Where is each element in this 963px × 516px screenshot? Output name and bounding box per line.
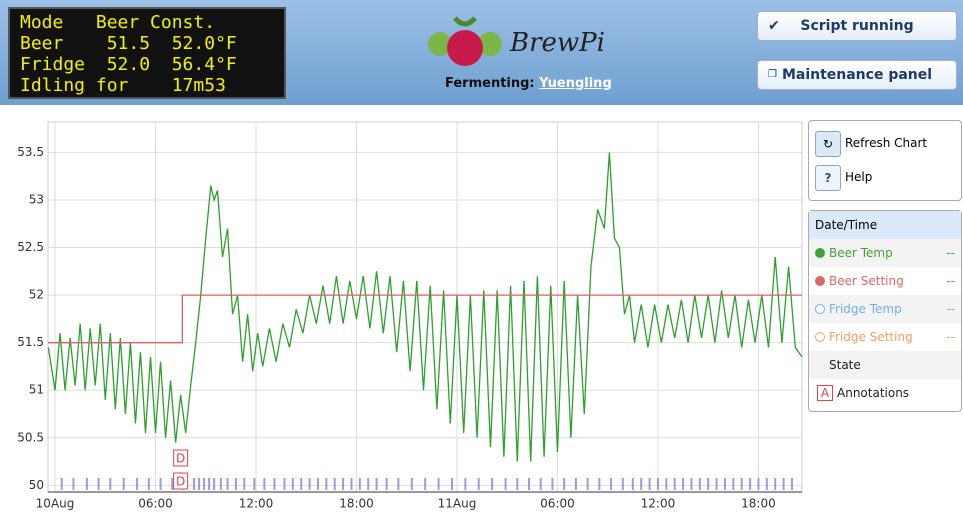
x-tick-label: 06:00 [540, 497, 575, 511]
annotation-label: D [176, 452, 185, 466]
x-tick-label: 11Aug [438, 497, 477, 511]
header: Mode Beer Const. Beer 51.5 52.0°F Fridge 5… [0, 0, 963, 105]
x-tick-label: 12:00 [239, 497, 274, 511]
legend-name: Annotations [837, 386, 910, 400]
fermenting: Fermenting: Yuengling [445, 76, 612, 91]
logo: BrewPi [428, 16, 605, 66]
legend-item[interactable]: State [809, 351, 961, 379]
legend-name: Fridge Temp [829, 302, 902, 316]
legend-item[interactable]: Fridge Setting -- [809, 323, 961, 351]
legend-marker [815, 248, 825, 258]
legend-name: Beer Setting [829, 274, 904, 288]
series-line [48, 294, 802, 344]
legend-marker [815, 304, 825, 314]
button-label: Maintenance panel [781, 67, 933, 83]
lcd-line: Mode Beer Const. [20, 12, 216, 33]
legend-marker [815, 332, 825, 342]
y-tick-label: 52 [29, 288, 44, 302]
lcd-line: Idling for 17m53 [20, 75, 226, 96]
lcd-display: Mode Beer Const. Beer 51.5 52.0°F Fridge 5… [8, 7, 286, 99]
annotation-label: D [176, 475, 185, 489]
script-button[interactable]: ✔ Script running [757, 11, 957, 41]
legend-value: -- [946, 330, 955, 344]
legend-icon: A [817, 385, 833, 401]
y-tick-label: 53 [29, 192, 44, 206]
x-tick-label: 10Aug [36, 497, 75, 511]
legend-item[interactable]: Beer Setting -- [809, 267, 961, 295]
lcd-line: Beer 51.5 52.0°F [20, 33, 237, 54]
legend-value: -- [946, 302, 955, 316]
annotation-box [173, 472, 189, 490]
button-label: Refresh Chart [845, 136, 928, 150]
help-button[interactable]: ? Help [809, 163, 961, 197]
y-tick-label: 53.5 [17, 145, 44, 159]
plot-area [47, 121, 803, 493]
series-line [47, 152, 803, 462]
y-tick-label: 50.5 [17, 430, 44, 444]
x-tick-label: 18:00 [741, 497, 776, 511]
legend-value: -- [946, 274, 955, 288]
refresh-button[interactable]: ↻ Refresh Chart [809, 129, 961, 163]
x-tick-label: 12:00 [641, 497, 676, 511]
y-tick-label: 51 [29, 383, 44, 397]
legend-title: Date/Time [809, 211, 961, 239]
maintenance-button[interactable]: ❐ Maintenance panel [757, 60, 957, 90]
legend: Date/Time Beer Temp -- Beer Setting -- Fridg… [808, 210, 962, 412]
fermenting-label: Fermenting: [445, 76, 535, 91]
y-tick-label: 51.5 [17, 335, 44, 349]
button-label: Script running [800, 18, 914, 34]
legend-marker [815, 276, 825, 286]
chart-controls: ↻ Refresh Chart ? Help [808, 120, 962, 201]
x-tick-label: 06:00 [138, 497, 173, 511]
legend-item[interactable]: Fridge Temp -- [809, 295, 961, 323]
chart: 50 50.5 51 51.5 52 52.5 53 53.5 10Aug 06:00 12:00 1… [17, 121, 803, 511]
legend-value: -- [946, 246, 955, 260]
annotation-box [173, 449, 189, 467]
y-tick-label: 50 [29, 478, 44, 492]
button-label: Help [845, 170, 873, 184]
legend-item[interactable]: Beer Temp -- [809, 239, 961, 267]
legend-item[interactable]: A Annotations [809, 379, 961, 407]
lcd-line: Fridge 52.0 56.4°F [20, 54, 237, 75]
x-tick-label: 18:00 [339, 497, 374, 511]
beer-name[interactable]: Yuengling [539, 76, 612, 91]
legend-name: Beer Temp [829, 246, 893, 260]
legend-name: Fridge Setting [829, 330, 913, 344]
y-tick-label: 52.5 [17, 240, 44, 254]
legend-name: State [829, 358, 861, 372]
logo-text: BrewPi [509, 28, 605, 58]
